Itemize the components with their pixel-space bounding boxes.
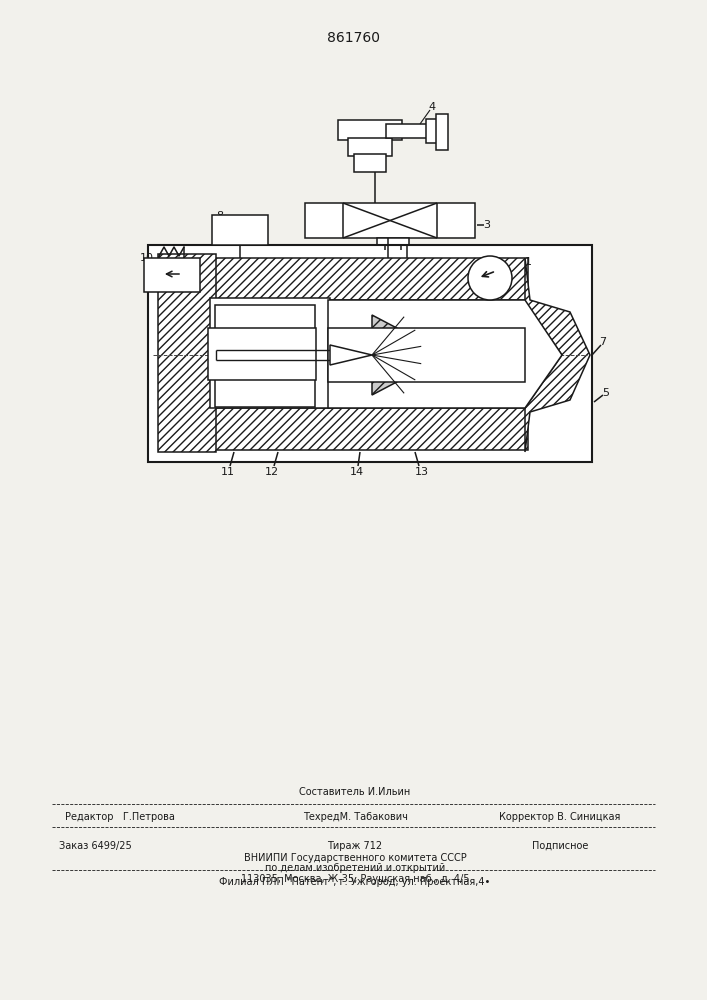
Polygon shape	[372, 315, 448, 395]
Bar	[208, 328, 316, 380]
Text: по делам изобретений и открытий: по делам изобретений и открытий	[265, 863, 445, 873]
Text: 9: 9	[392, 285, 399, 295]
Bar	[348, 138, 392, 156]
Text: Редактор   Г.Петрова: Редактор Г.Петрова	[65, 812, 175, 822]
Bar	[210, 258, 528, 300]
Polygon shape	[330, 345, 372, 365]
Text: 6: 6	[459, 299, 465, 309]
Text: Тираж 712: Тираж 712	[327, 841, 382, 851]
Text: 5: 5	[602, 388, 609, 398]
Text: 12: 12	[265, 467, 279, 477]
Polygon shape	[525, 258, 590, 452]
Text: ВНИИПИ Государственного комитета СССР: ВНИИПИ Государственного комитета СССР	[244, 853, 467, 863]
Bar	[386, 124, 436, 138]
Bar	[144, 258, 200, 292]
Text: 11: 11	[221, 467, 235, 477]
Bar	[426, 119, 446, 143]
Text: 10: 10	[140, 253, 154, 263]
Bar	[212, 215, 268, 245]
Text: 14: 14	[350, 467, 364, 477]
Text: ТехредМ. Табакович: ТехредМ. Табакович	[303, 812, 407, 822]
Bar	[328, 328, 525, 382]
Polygon shape	[328, 300, 562, 408]
Text: Заказ 6499/25: Заказ 6499/25	[59, 841, 132, 851]
Bar	[436, 114, 448, 150]
Text: Составитель И.Ильин: Составитель И.Ильин	[299, 787, 411, 797]
Text: 1: 1	[525, 257, 532, 267]
Text: Корректор В. Синицкая: Корректор В. Синицкая	[499, 812, 621, 822]
Text: Подписное: Подписное	[532, 841, 588, 851]
Bar	[148, 245, 592, 462]
Text: Филиал ПЛП "Патент", г. Ужгород, ул. Проектная,4•: Филиал ПЛП "Патент", г. Ужгород, ул. Про…	[219, 877, 491, 887]
Bar	[377, 238, 409, 260]
Text: 861760: 861760	[327, 31, 380, 45]
Text: 2: 2	[332, 273, 339, 283]
Bar	[215, 305, 315, 407]
Text: 113035, Москва, Ж-35, Раушская наб., д. 4/5: 113035, Москва, Ж-35, Раушская наб., д. …	[241, 874, 469, 884]
Text: 8: 8	[216, 211, 223, 221]
Circle shape	[468, 256, 512, 300]
Bar	[338, 120, 402, 140]
Bar	[210, 408, 528, 450]
Text: 7: 7	[600, 337, 607, 347]
Bar	[305, 203, 475, 238]
Text: 3: 3	[484, 220, 491, 230]
Text: 4: 4	[428, 102, 436, 112]
Bar	[354, 154, 386, 172]
Bar	[158, 254, 216, 452]
Text: 13: 13	[415, 467, 429, 477]
Bar	[210, 298, 330, 408]
